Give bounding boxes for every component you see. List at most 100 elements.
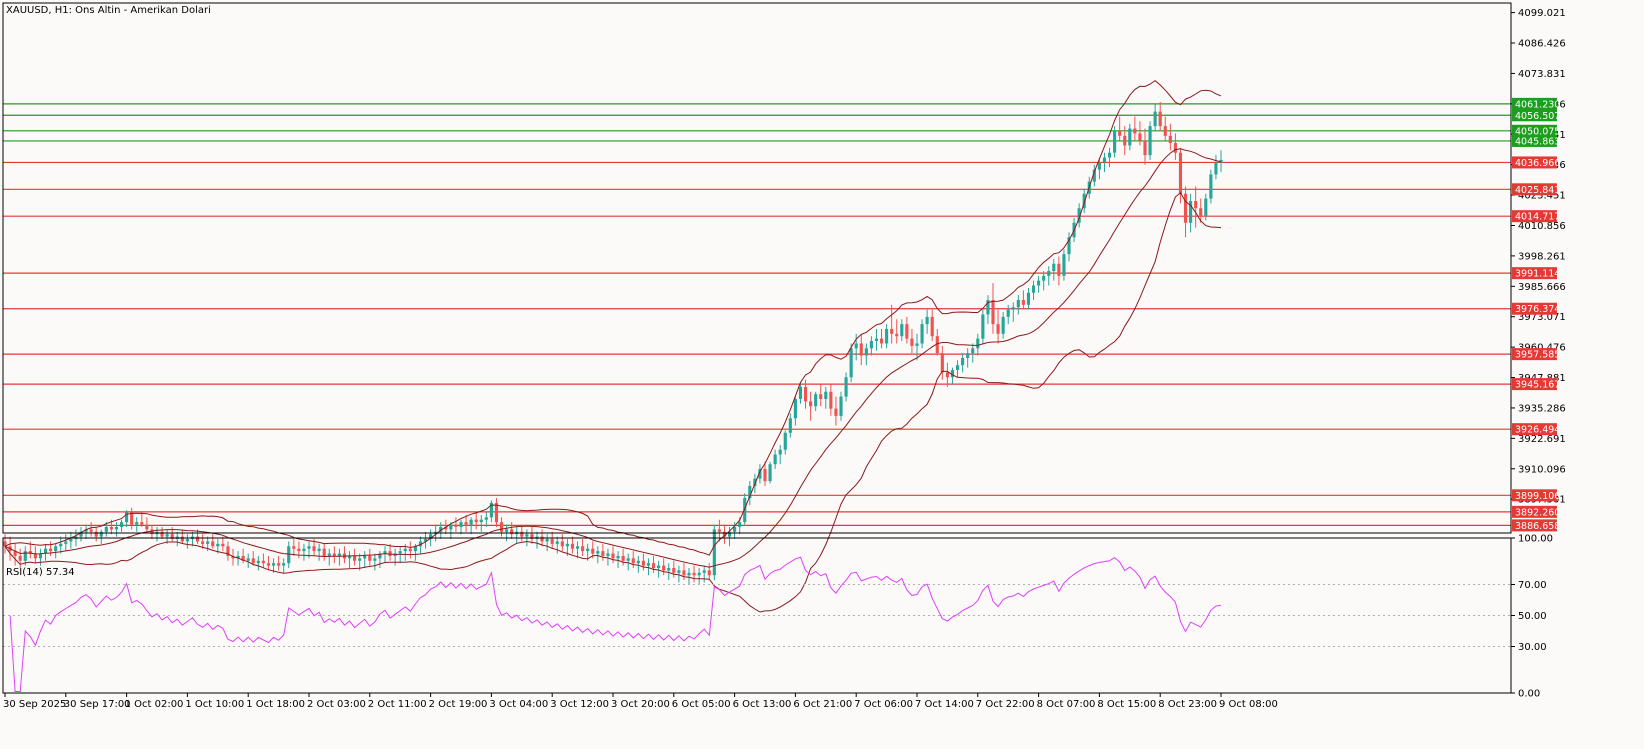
bear-candle — [996, 324, 1000, 334]
rsi-y-tick-label: 100.00 — [1518, 534, 1553, 545]
bull-candle — [1042, 275, 1046, 281]
bear-candle — [819, 394, 823, 399]
bear-candle — [641, 560, 645, 566]
bear-candle — [1194, 200, 1198, 209]
bull-candle — [114, 526, 119, 530]
bull-candle — [925, 316, 929, 325]
support-price-tag — [1512, 505, 1557, 518]
bull-candle — [733, 526, 737, 532]
bull-candle — [64, 541, 68, 544]
bull-candle — [702, 570, 706, 573]
y-tick-label: 3998.261 — [1518, 251, 1566, 262]
bear-candle — [322, 548, 326, 556]
bull-candle — [125, 512, 129, 523]
support-price-label: 3991.114 — [1515, 269, 1560, 280]
support-price-tag — [1512, 210, 1557, 223]
bear-candle — [591, 548, 595, 554]
bull-candle — [981, 314, 985, 339]
chart-title: XAUUSD, H1: Ons Altin - Amerikan Dolari — [6, 5, 211, 16]
bull-candle — [423, 539, 428, 542]
bear-candle — [89, 529, 93, 532]
x-tick-label: 7 Oct 06:00 — [854, 699, 913, 710]
bull-candle — [1128, 128, 1132, 146]
rsi-line — [9, 556, 1222, 692]
bull-candle — [788, 418, 792, 433]
y-tick-label: 4073.831 — [1518, 69, 1566, 80]
bear-candle — [692, 572, 696, 576]
bull-candle — [1062, 254, 1066, 276]
bull-candle — [854, 343, 858, 349]
bull-candle — [505, 529, 509, 532]
bear-candle — [1143, 140, 1147, 156]
bull-candle — [256, 560, 260, 564]
bear-candle — [454, 524, 458, 527]
bear-candle — [201, 541, 205, 544]
bear-candle — [221, 543, 225, 547]
bear-candle — [1138, 133, 1142, 141]
x-tick-label: 3 Oct 04:00 — [489, 699, 548, 710]
main-pane — [3, 79, 1511, 613]
x-tick-label: 8 Oct 07:00 — [1037, 699, 1096, 710]
bull-candle — [54, 546, 58, 552]
bull-candle — [626, 558, 630, 561]
rsi-y-tick-label: 0.00 — [1518, 689, 1540, 700]
bull-candle — [677, 570, 681, 573]
bear-candle — [292, 546, 296, 549]
rsi-label: RSI(14) 57.34 — [6, 567, 75, 578]
bear-candle — [1158, 111, 1162, 127]
bear-candle — [803, 386, 808, 402]
support-price-tag — [1512, 267, 1557, 280]
bear-candle — [601, 551, 605, 556]
bear-candle — [763, 469, 767, 482]
x-tick-label: 3 Oct 20:00 — [611, 699, 670, 710]
bear-candle — [829, 391, 833, 409]
bull-candle — [606, 553, 610, 556]
bear-candle — [353, 555, 357, 561]
support-price-tag — [1512, 302, 1557, 315]
support-price-tag — [1512, 378, 1557, 391]
x-tick-label: 1 Oct 18:00 — [246, 699, 305, 710]
bear-candle — [408, 548, 412, 552]
bear-candle — [160, 531, 164, 537]
bear-candle — [1057, 263, 1061, 276]
bull-candle — [575, 546, 580, 549]
bull-candle — [287, 546, 291, 564]
bull-candle — [317, 548, 321, 552]
bull-candle — [1082, 193, 1086, 209]
x-tick-label: 30 Sep 17:00 — [64, 699, 131, 710]
bull-candle — [413, 546, 417, 552]
y-tick-label: 4086.426 — [1518, 39, 1566, 50]
bull-candle — [1006, 309, 1010, 317]
bear-candle — [662, 565, 666, 571]
bear-candle — [109, 526, 113, 530]
bull-candle — [185, 539, 189, 542]
bull-candle — [864, 348, 868, 356]
bear-candle — [945, 372, 949, 378]
y-tick-label: 3935.286 — [1518, 403, 1566, 414]
bull-candle — [1097, 162, 1101, 170]
bear-candle — [94, 531, 98, 537]
bear-candle — [140, 522, 144, 525]
bull-candle — [824, 391, 828, 399]
bull-candle — [59, 543, 63, 547]
bear-candle — [18, 555, 22, 561]
bull-candle — [596, 551, 600, 554]
bull-candle — [1209, 174, 1213, 199]
bear-candle — [266, 563, 271, 566]
x-tick-label: 1 Oct 10:00 — [185, 699, 244, 710]
bear-candle — [297, 548, 301, 552]
bear-candle — [682, 570, 686, 576]
bear-candle — [195, 536, 200, 542]
bear-candle — [180, 536, 184, 542]
bear-candle — [28, 551, 32, 554]
bull-candle — [555, 541, 559, 544]
y-tick-label: 4010.856 — [1518, 221, 1566, 232]
bull-candle — [915, 343, 919, 346]
bull-candle — [900, 324, 904, 337]
bear-candle — [890, 328, 894, 334]
rsi-y-tick-label: 30.00 — [1518, 642, 1547, 653]
bull-candle — [216, 543, 220, 547]
bear-candle — [651, 563, 656, 569]
bear-candle — [905, 324, 909, 339]
